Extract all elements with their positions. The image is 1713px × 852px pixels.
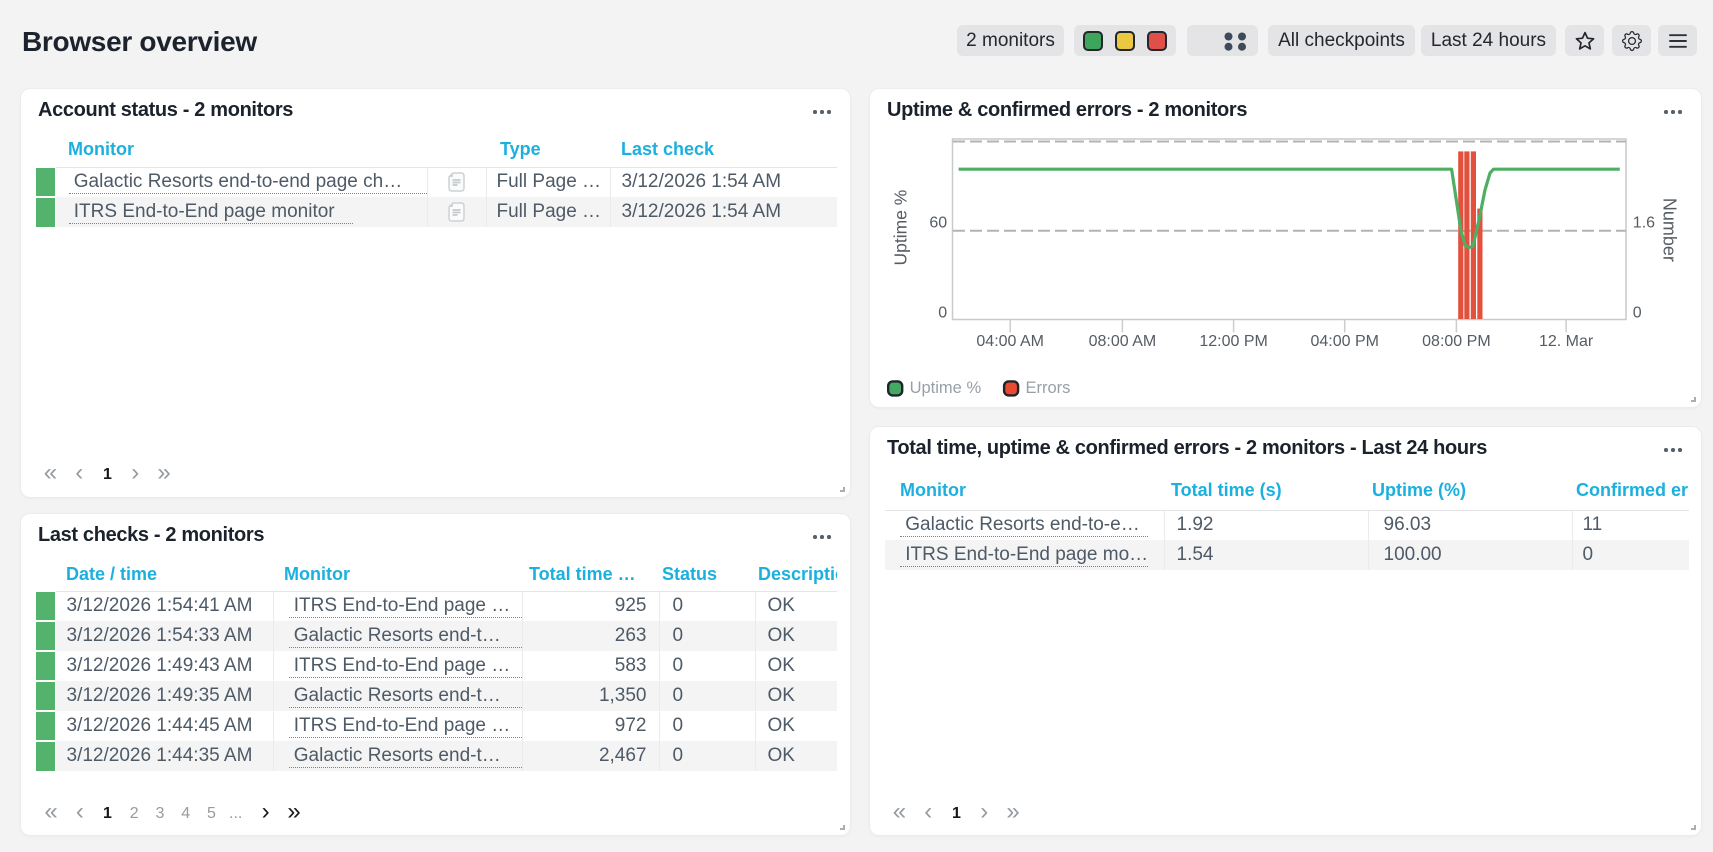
svg-text:0: 0 <box>938 304 947 321</box>
svg-text:Uptime %: Uptime % <box>891 190 911 266</box>
svg-text:04:00 AM: 04:00 AM <box>976 333 1044 350</box>
svg-text:08:00 PM: 08:00 PM <box>1422 333 1490 350</box>
svg-text:12:00 PM: 12:00 PM <box>1199 333 1267 350</box>
svg-text:12. Mar: 12. Mar <box>1539 333 1594 350</box>
svg-text:60: 60 <box>929 214 947 231</box>
svg-text:08:00 AM: 08:00 AM <box>1089 333 1157 350</box>
svg-text:1.6: 1.6 <box>1633 214 1655 231</box>
svg-text:Errors: Errors <box>1026 379 1071 397</box>
svg-text:04:00 PM: 04:00 PM <box>1310 333 1378 350</box>
svg-text:Uptime %: Uptime % <box>910 379 982 397</box>
svg-text:Number: Number <box>1660 198 1680 262</box>
svg-text:0: 0 <box>1633 304 1642 321</box>
